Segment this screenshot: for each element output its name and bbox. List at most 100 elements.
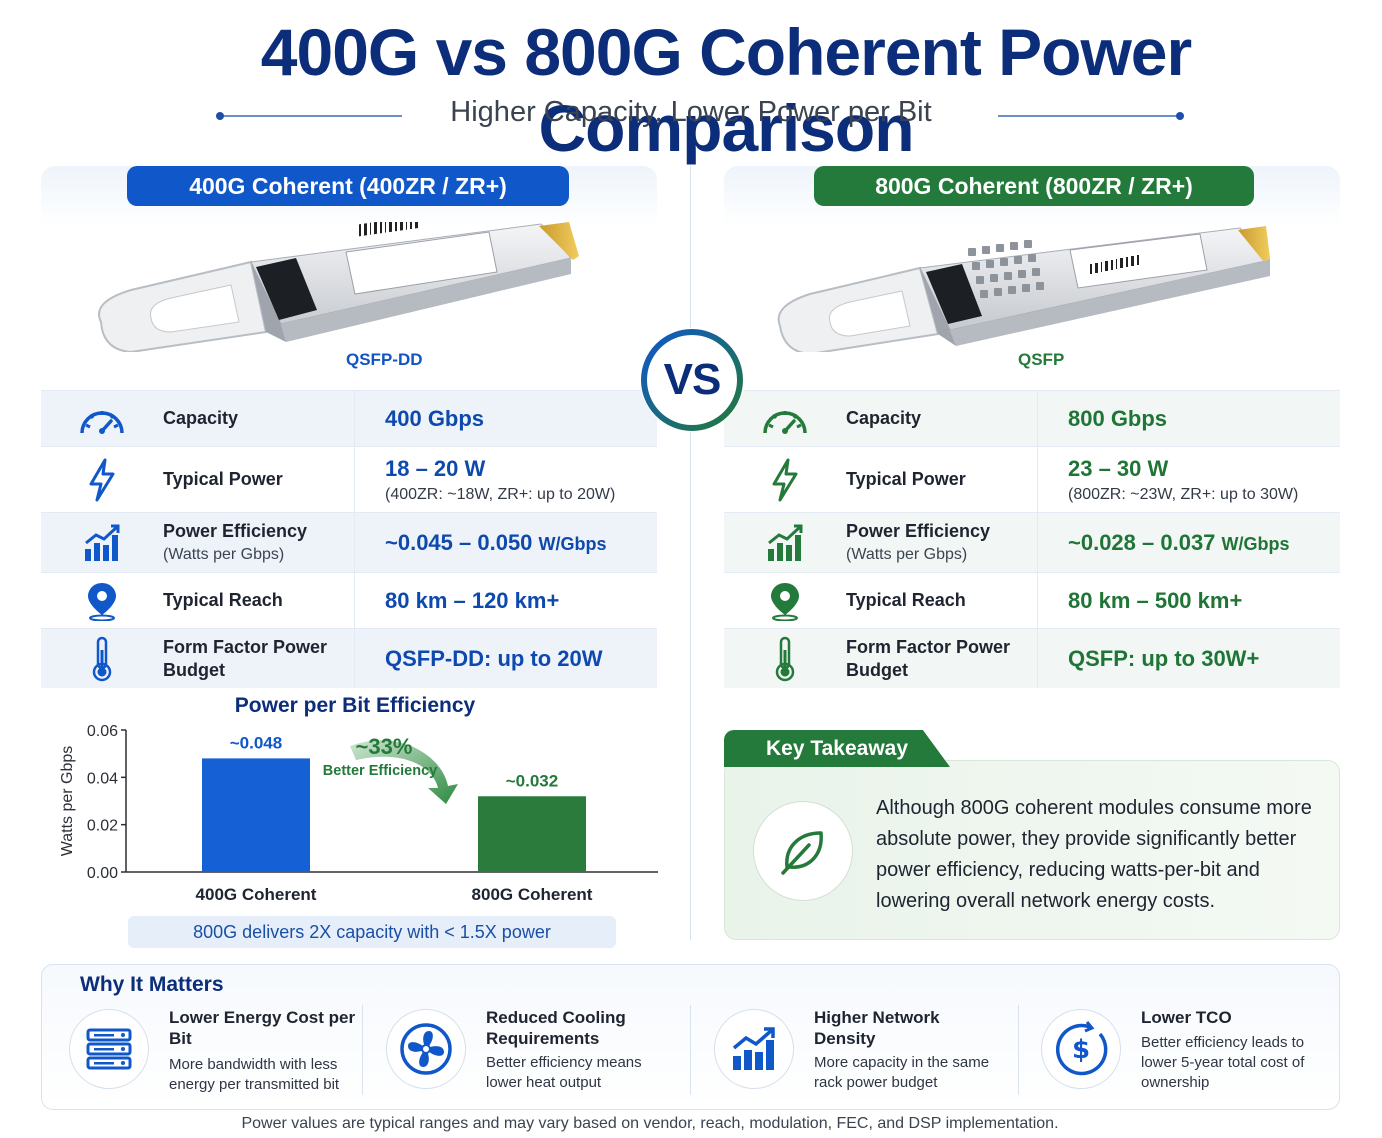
spec-label: Typical Reach bbox=[846, 573, 1038, 628]
spec-row-form-factor-budget: Form Factor Power Budget QSFP-DD: up to 2… bbox=[41, 628, 657, 688]
subtitle-divider-right bbox=[998, 112, 1184, 120]
spec-table-400g: Capacity 400 Gbps Typical Power 18 – 20 … bbox=[41, 390, 657, 688]
spec-unit: W/Gbps bbox=[1221, 533, 1290, 554]
server-icon bbox=[86, 1028, 132, 1070]
why-item-title: Higher Network Density bbox=[814, 1008, 940, 1048]
spec-sublabel: (Watts per Gbps) bbox=[163, 545, 285, 563]
y-tick-label: 0.00 bbox=[87, 865, 118, 882]
spec-row-capacity: Capacity 400 Gbps bbox=[41, 390, 657, 446]
form-factor-label-800g: QSFP bbox=[1018, 350, 1065, 369]
spec-label: Form Factor Power bbox=[846, 636, 1011, 657]
spec-sublabel: (Watts per Gbps) bbox=[846, 545, 968, 563]
spec-value: ~0.045 – 0.050 bbox=[385, 529, 533, 555]
spec-row-capacity: Capacity 800 Gbps bbox=[724, 390, 1340, 446]
y-tick-label: 0.06 bbox=[87, 723, 118, 740]
why-it-matters-section: Why It Matters Lower Energy Cost per Bit… bbox=[41, 964, 1340, 1110]
x-tick-label: 800G Coherent bbox=[472, 885, 593, 904]
power-per-bit-chart: 0.00 0.02 0.04 0.06 Watts per Gbps ~0.048 400G… bbox=[59, 723, 658, 904]
spec-label-line2: Budget bbox=[846, 659, 908, 680]
speedometer-icon bbox=[80, 410, 124, 434]
bar-data-label: ~0.032 bbox=[506, 771, 558, 790]
key-takeaway-text: Although 800G coherent modules consume m… bbox=[876, 797, 1312, 912]
svg-text:$: $ bbox=[1072, 1035, 1090, 1065]
leaf-icon-badge bbox=[753, 801, 853, 901]
location-pin-icon bbox=[771, 582, 799, 621]
y-axis-label: Watts per Gbps bbox=[59, 746, 76, 857]
lightning-icon bbox=[89, 458, 115, 501]
spec-label: Capacity bbox=[163, 391, 355, 446]
page-subtitle: Higher Capacity, Lower Power per Bit bbox=[450, 96, 932, 128]
spec-row-typical-reach: Typical Reach 80 km – 500 km+ bbox=[724, 572, 1340, 628]
spec-label: Capacity bbox=[846, 391, 1038, 446]
spec-row-power-efficiency: Power Efficiency (Watts per Gbps) ~0.028 … bbox=[724, 512, 1340, 572]
bar-chart-icon bbox=[768, 524, 803, 561]
why-item-density: Higher Network Density More capacity in … bbox=[714, 1003, 1024, 1099]
lightning-icon bbox=[772, 458, 798, 501]
fan-icon bbox=[400, 1023, 452, 1075]
bar-400g bbox=[202, 758, 310, 872]
center-divider bbox=[690, 166, 691, 940]
spec-row-typical-power: Typical Power 23 – 30 W (800ZR: ~23W, ZR+… bbox=[724, 446, 1340, 512]
bar-800g bbox=[478, 796, 586, 872]
why-item-desc: Better efficiency leads to lower 5-year … bbox=[1141, 1034, 1305, 1091]
spec-table-800g: Capacity 800 Gbps Typical Power 23 – 30 … bbox=[724, 390, 1340, 688]
vs-label: VS bbox=[663, 355, 722, 404]
panel-400g: 400G Coherent (400ZR / ZR+) QSFP-D bbox=[41, 166, 657, 688]
speedometer-icon bbox=[763, 410, 807, 434]
qsfp-dd-module-image bbox=[98, 222, 579, 352]
why-item-cooling: Reduced Cooling Requirements Better effi… bbox=[386, 1003, 696, 1099]
why-separator bbox=[690, 1005, 691, 1095]
bar-data-label: ~0.048 bbox=[230, 733, 282, 752]
why-separator bbox=[362, 1005, 363, 1095]
vs-badge: VS bbox=[640, 328, 744, 432]
panel-400g-heading: 400G Coherent (400ZR / ZR+) bbox=[127, 166, 569, 206]
spec-value: 80 km – 120 km+ bbox=[385, 587, 560, 613]
spec-value: 400 Gbps bbox=[385, 405, 485, 431]
spec-label: Power Efficiency bbox=[163, 520, 308, 541]
spec-label: Typical Reach bbox=[163, 573, 355, 628]
efficiency-arrow bbox=[350, 740, 458, 804]
thermometer-icon bbox=[775, 636, 795, 681]
key-takeaway-box: Although 800G coherent modules consume m… bbox=[724, 760, 1340, 940]
spec-row-form-factor-budget: Form Factor Power Budget QSFP: up to 30W+ bbox=[724, 628, 1340, 688]
x-tick-label: 400G Coherent bbox=[196, 885, 317, 904]
spec-value: 23 – 30 W bbox=[1068, 455, 1169, 481]
annotation-value: ~33% bbox=[356, 734, 413, 759]
key-takeaway-title: Key Takeaway bbox=[724, 730, 950, 767]
spec-label: Typical Power bbox=[846, 447, 1038, 512]
why-item-tco: $ Lower TCO Better efficiency leads to l… bbox=[1041, 1003, 1351, 1099]
y-tick-label: 0.02 bbox=[87, 818, 118, 835]
spec-row-power-efficiency: Power Efficiency (Watts per Gbps) ~0.045 … bbox=[41, 512, 657, 572]
why-item-title: Reduced Cooling Requirements bbox=[486, 1008, 626, 1048]
growth-chart-icon bbox=[732, 1027, 775, 1070]
panel-800g: 800G Coherent (800ZR / ZR+) QSFP Capacit… bbox=[724, 166, 1340, 688]
why-item-energy-cost: Lower Energy Cost per Bit More bandwidth… bbox=[69, 1003, 379, 1099]
why-it-matters-title: Why It Matters bbox=[80, 973, 224, 996]
spec-value: 800 Gbps bbox=[1068, 405, 1168, 431]
thermometer-icon bbox=[92, 636, 112, 681]
annotation-text: Better Efficiency bbox=[323, 763, 437, 779]
why-item-title: Lower Energy Cost per Bit bbox=[169, 1008, 356, 1048]
spec-row-typical-reach: Typical Reach 80 km – 120 km+ bbox=[41, 572, 657, 628]
footer-disclaimer: Power values are typical ranges and may … bbox=[241, 1115, 1059, 1132]
spec-value: QSFP-DD: up to 20W bbox=[385, 645, 603, 671]
why-item-title: Lower TCO bbox=[1141, 1008, 1232, 1027]
spec-note: (800ZR: ~23W, ZR+: up to 30W) bbox=[1068, 485, 1299, 503]
spec-label-line2: Budget bbox=[163, 659, 225, 680]
qsfp-module-image bbox=[777, 226, 1270, 352]
spec-value: QSFP: up to 30W+ bbox=[1068, 645, 1260, 671]
spec-value: ~0.028 – 0.037 bbox=[1068, 529, 1216, 555]
bar-chart-icon bbox=[85, 524, 120, 561]
form-factor-label-400g: QSFP-DD bbox=[346, 350, 423, 369]
dollar-icon: $ bbox=[1055, 1021, 1108, 1076]
spec-unit: W/Gbps bbox=[538, 533, 607, 554]
panel-800g-heading: 800G Coherent (800ZR / ZR+) bbox=[814, 166, 1254, 206]
spec-row-typical-power: Typical Power 18 – 20 W (400ZR: ~18W, ZR+… bbox=[41, 446, 657, 512]
why-item-desc: Better efficiency means lower heat outpu… bbox=[486, 1054, 642, 1091]
leaf-icon bbox=[781, 831, 823, 875]
why-item-desc: More bandwidth with less energy per tran… bbox=[169, 1056, 340, 1093]
spec-label: Typical Power bbox=[163, 447, 355, 512]
chart-note: 800G delivers 2X capacity with < 1.5X po… bbox=[128, 916, 616, 948]
y-tick-label: 0.04 bbox=[87, 770, 118, 787]
why-item-desc: More capacity in the same rack power bud… bbox=[814, 1054, 990, 1091]
